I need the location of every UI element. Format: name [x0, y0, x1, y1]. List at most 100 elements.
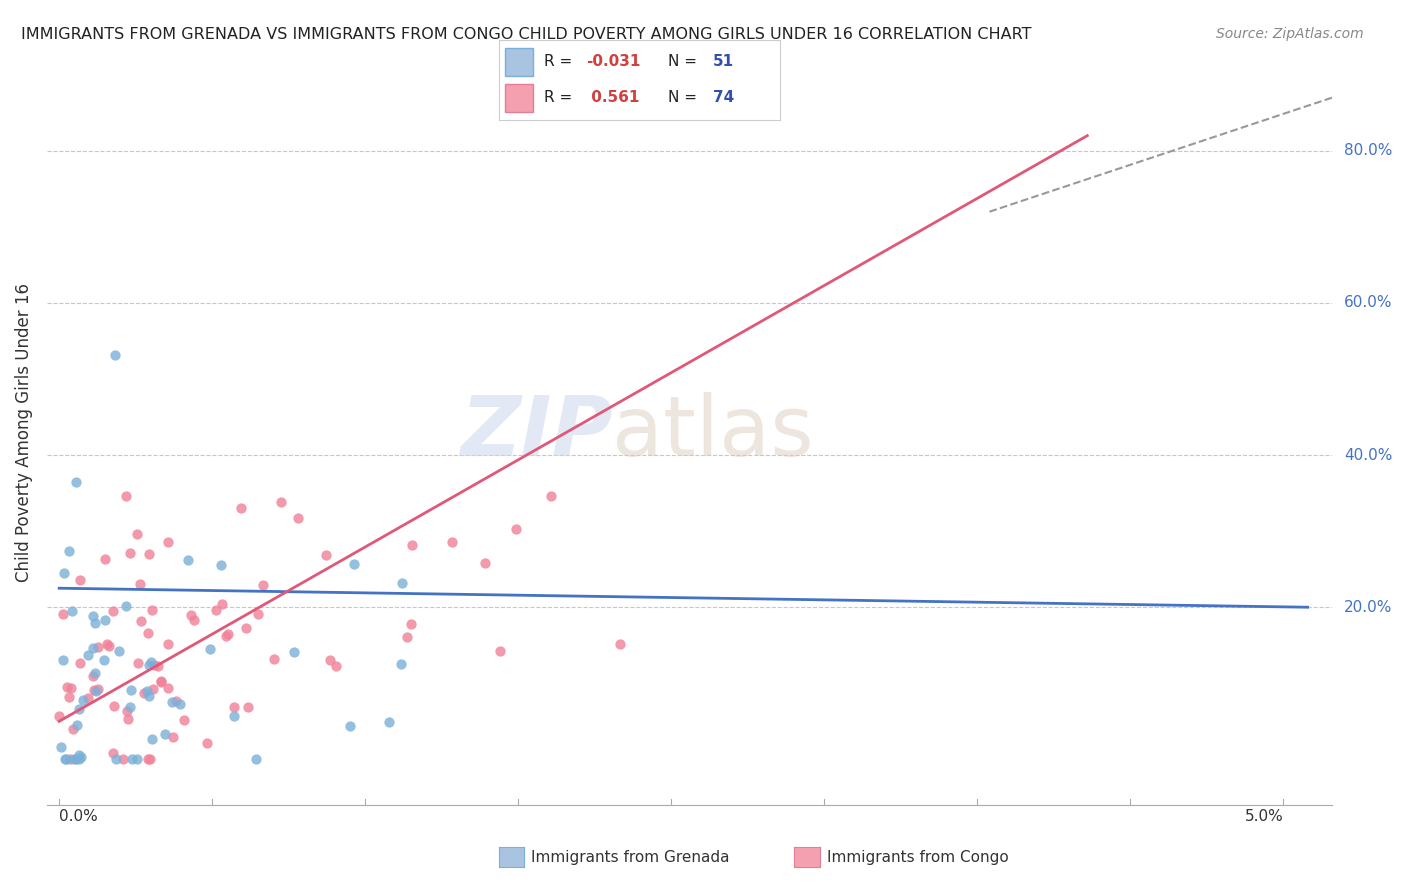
- Text: 0.0%: 0.0%: [59, 809, 98, 824]
- Point: [169, 698, 191, 712]
- Point: [156, 637, 179, 651]
- Point: [205, 603, 228, 617]
- Point: [136, 752, 159, 766]
- Point: [138, 658, 160, 673]
- Text: Immigrants from Grenada: Immigrants from Grenada: [531, 850, 730, 864]
- Point: [252, 578, 274, 592]
- Point: [540, 489, 562, 503]
- Point: [235, 621, 257, 635]
- Point: [270, 495, 292, 509]
- Point: [82, 669, 104, 683]
- Point: [389, 657, 412, 671]
- Text: atlas: atlas: [613, 392, 814, 473]
- Point: [318, 653, 340, 667]
- Text: 74: 74: [713, 90, 734, 105]
- Text: 5.0%: 5.0%: [1244, 809, 1284, 824]
- Point: [155, 727, 177, 741]
- Text: Immigrants from Congo: Immigrants from Congo: [827, 850, 1008, 864]
- Point: [51, 739, 73, 754]
- Point: [325, 658, 347, 673]
- FancyBboxPatch shape: [505, 85, 533, 112]
- Point: [136, 626, 159, 640]
- Text: Source: ZipAtlas.com: Source: ZipAtlas.com: [1216, 27, 1364, 41]
- Point: [149, 674, 172, 689]
- Point: [217, 627, 239, 641]
- Point: [94, 613, 117, 627]
- Point: [65, 752, 87, 766]
- Point: [180, 608, 202, 623]
- Point: [315, 548, 337, 562]
- Point: [96, 637, 118, 651]
- Point: [115, 489, 138, 503]
- Point: [222, 709, 245, 723]
- Point: [56, 680, 79, 694]
- Point: [120, 683, 142, 698]
- Point: [60, 603, 83, 617]
- Point: [82, 641, 104, 656]
- Point: [107, 643, 129, 657]
- Point: [59, 681, 82, 695]
- Point: [245, 752, 267, 766]
- Point: [148, 659, 170, 673]
- Point: [391, 575, 413, 590]
- Point: [195, 736, 218, 750]
- Point: [83, 616, 105, 631]
- Point: [52, 607, 75, 622]
- Point: [127, 527, 149, 541]
- Point: [474, 556, 496, 570]
- Point: [118, 699, 141, 714]
- Point: [103, 604, 125, 618]
- Point: [378, 714, 401, 729]
- Point: [165, 694, 187, 708]
- Point: [58, 690, 80, 705]
- Point: [70, 750, 93, 764]
- Point: [339, 719, 361, 733]
- Point: [156, 534, 179, 549]
- Point: [263, 652, 285, 666]
- Point: [609, 637, 631, 651]
- Point: [117, 712, 139, 726]
- Point: [198, 642, 221, 657]
- Point: [128, 577, 150, 591]
- Point: [104, 752, 127, 766]
- Point: [58, 544, 80, 558]
- Point: [505, 522, 527, 536]
- Point: [115, 599, 138, 613]
- Point: [121, 752, 143, 766]
- Point: [488, 644, 510, 658]
- Point: [115, 704, 138, 718]
- Point: [129, 614, 152, 628]
- Text: 60.0%: 60.0%: [1344, 295, 1393, 310]
- Point: [441, 535, 464, 549]
- Point: [125, 752, 148, 766]
- Point: [53, 752, 76, 766]
- Point: [82, 609, 104, 624]
- Text: N =: N =: [668, 90, 702, 105]
- Point: [63, 752, 86, 766]
- Point: [150, 675, 173, 690]
- Point: [52, 566, 75, 580]
- Text: 40.0%: 40.0%: [1344, 448, 1393, 463]
- Text: 51: 51: [713, 54, 734, 70]
- Point: [48, 709, 70, 723]
- Point: [103, 348, 125, 362]
- Point: [66, 718, 89, 732]
- Point: [138, 547, 160, 561]
- Point: [67, 702, 90, 716]
- Point: [160, 695, 183, 709]
- Point: [83, 682, 105, 697]
- Point: [138, 689, 160, 703]
- Y-axis label: Child Poverty Among Girls Under 16: Child Poverty Among Girls Under 16: [15, 283, 32, 582]
- Point: [136, 683, 159, 698]
- Point: [103, 746, 125, 760]
- Point: [72, 692, 94, 706]
- Point: [177, 553, 200, 567]
- Point: [143, 658, 166, 673]
- Text: 80.0%: 80.0%: [1344, 144, 1393, 159]
- Point: [77, 691, 100, 706]
- Point: [84, 683, 107, 698]
- Point: [83, 665, 105, 680]
- Point: [141, 731, 163, 746]
- Point: [65, 475, 87, 489]
- Point: [62, 723, 84, 737]
